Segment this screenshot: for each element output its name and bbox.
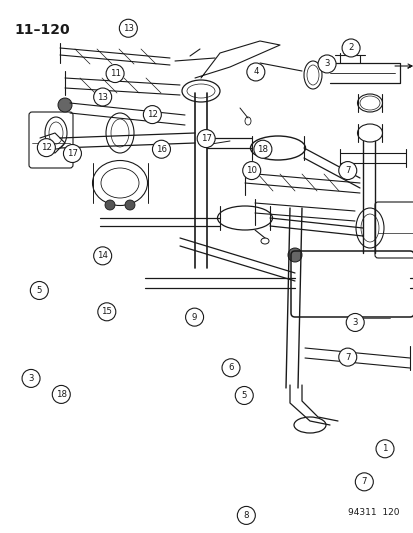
Text: 18: 18 [257,145,268,154]
Circle shape [338,348,356,366]
Circle shape [143,106,161,124]
Circle shape [235,386,253,405]
Circle shape [52,385,70,403]
Text: 12: 12 [147,110,157,119]
Circle shape [341,39,359,57]
Text: 3: 3 [28,374,34,383]
Text: 3: 3 [351,318,357,327]
Circle shape [338,161,356,180]
Circle shape [125,200,135,210]
Text: 9: 9 [192,313,197,321]
Circle shape [58,98,72,112]
Circle shape [185,308,203,326]
Circle shape [197,130,215,148]
Text: 7: 7 [344,166,350,175]
Text: 94311  120: 94311 120 [348,508,399,517]
Circle shape [375,440,393,458]
Text: 18: 18 [56,390,66,399]
Text: 11: 11 [109,69,120,78]
Circle shape [105,200,115,210]
Text: 13: 13 [123,24,133,33]
Circle shape [106,64,124,83]
Circle shape [37,139,55,157]
Text: 8: 8 [243,511,249,520]
Text: 5: 5 [241,391,247,400]
Text: 11–120: 11–120 [14,23,69,37]
Text: 7: 7 [361,478,366,486]
Text: 10: 10 [246,166,256,175]
Text: 17: 17 [67,149,78,158]
Circle shape [152,140,170,158]
Text: 1: 1 [381,445,387,453]
Text: 15: 15 [101,308,112,316]
Text: 3: 3 [323,60,329,68]
Circle shape [93,247,112,265]
Circle shape [246,63,264,81]
Text: 13: 13 [97,93,108,101]
Text: 5: 5 [36,286,42,295]
Circle shape [354,473,373,491]
Circle shape [22,369,40,387]
Text: 7: 7 [344,353,350,361]
Circle shape [63,144,81,163]
Circle shape [253,140,271,158]
Text: 6: 6 [228,364,233,372]
Text: 17: 17 [200,134,211,143]
Circle shape [97,303,116,321]
Text: 14: 14 [97,252,108,260]
Circle shape [345,313,363,332]
Text: 12: 12 [41,143,52,152]
Text: 4: 4 [252,68,258,76]
Circle shape [221,359,240,377]
Circle shape [317,55,335,73]
Circle shape [93,88,112,106]
Circle shape [237,506,255,524]
Text: 16: 16 [156,145,166,154]
Text: 2: 2 [347,44,353,52]
Circle shape [30,281,48,300]
Circle shape [119,19,137,37]
Circle shape [242,161,260,180]
Circle shape [287,248,301,262]
